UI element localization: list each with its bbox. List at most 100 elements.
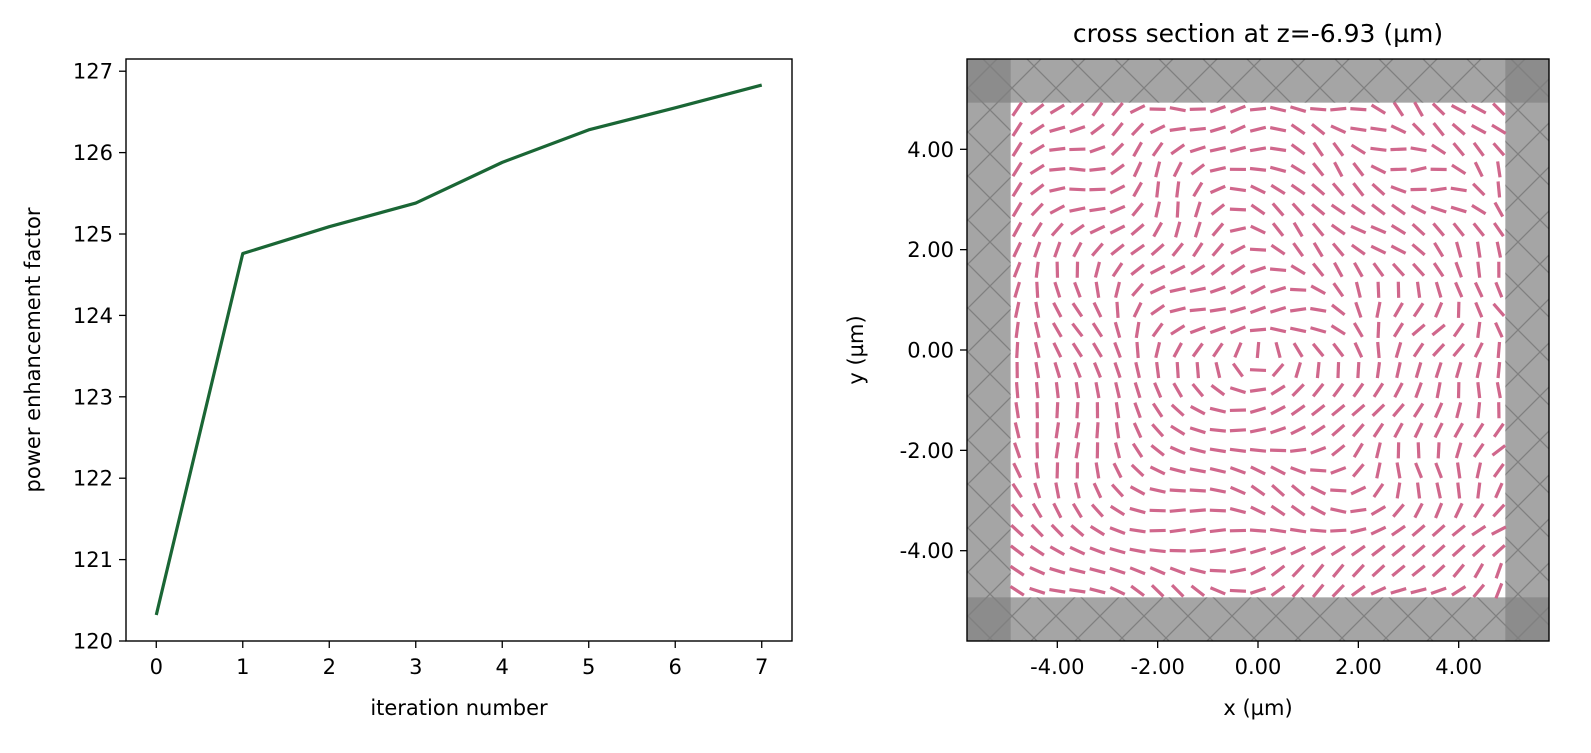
right-y-ticks: -4.00 -2.00 0.00 2.00 4.00	[900, 138, 967, 563]
structure-pixel	[1494, 582, 1504, 599]
structure-pixel	[1290, 545, 1307, 556]
structure-pixel	[1114, 381, 1121, 399]
structure-pixel	[1250, 484, 1266, 497]
structure-pixel	[1229, 386, 1247, 395]
structure-pixel	[1174, 221, 1182, 238]
structure-pixel	[1433, 402, 1444, 419]
structure-pixel	[1191, 342, 1204, 358]
structure-pixel	[1351, 403, 1366, 417]
structure-pixel	[1249, 125, 1267, 133]
structure-pixel	[1110, 142, 1125, 157]
structure-pixel	[1052, 302, 1063, 318]
structure-pixel	[1454, 261, 1463, 278]
structure-pixel	[1013, 442, 1022, 459]
structure-pixel	[1209, 447, 1227, 454]
structure-pixel	[1472, 442, 1485, 458]
structure-pixel	[1250, 284, 1266, 295]
structure-pixel	[1431, 524, 1446, 538]
structure-pixel	[1069, 206, 1086, 213]
structure-pixel	[1172, 161, 1183, 178]
y-tick-label: -4.00	[900, 539, 954, 563]
structure-pixel	[1330, 124, 1347, 135]
structure-pixel	[1012, 462, 1023, 479]
structure-pixel	[1475, 241, 1482, 258]
structure-pixel	[1413, 502, 1424, 519]
structure-pixel	[1393, 422, 1404, 439]
structure-pixel	[1371, 403, 1386, 417]
structure-pixel	[1130, 584, 1145, 597]
structure-pixel	[1269, 305, 1287, 314]
structure-pixel	[1050, 523, 1065, 538]
structure-pixel	[1053, 241, 1062, 258]
y-tick-label: 4.00	[907, 138, 954, 162]
structure-pixel	[1332, 282, 1345, 298]
structure-pixel	[1113, 341, 1122, 359]
structure-pixel	[1229, 485, 1246, 496]
structure-pixel	[1370, 585, 1387, 596]
structure-pixel	[1450, 186, 1467, 193]
structure-pixel	[1033, 482, 1042, 499]
structure-pixel	[1476, 482, 1482, 499]
structure-pixel	[1452, 142, 1466, 157]
structure-pixel	[1450, 103, 1467, 115]
structure-pixel	[1111, 262, 1124, 278]
structure-pixel	[1209, 547, 1227, 554]
structure-pixel	[1030, 202, 1044, 217]
structure-pixel	[1229, 226, 1247, 233]
structure-pixel	[1492, 503, 1506, 518]
structure-pixel	[1292, 242, 1305, 258]
structure-pixel	[1094, 281, 1101, 298]
structure-pixel	[1310, 106, 1327, 112]
structure-pixel	[1209, 406, 1227, 414]
structure-pixel	[1149, 465, 1166, 476]
structure-pixel	[1049, 204, 1066, 215]
structure-pixel	[1411, 122, 1426, 137]
structure-pixel	[1390, 224, 1407, 236]
structure-pixel	[1034, 301, 1041, 319]
structure-pixel	[1149, 548, 1166, 554]
pml-top-hatch	[967, 59, 1549, 103]
y-tick-label: 126	[73, 141, 113, 165]
structure-pixel	[1010, 503, 1024, 518]
structure-pixel	[1291, 563, 1305, 578]
structure-pixel	[1290, 264, 1306, 276]
structure-pixel	[1209, 528, 1227, 534]
structure-pixel	[1270, 504, 1286, 517]
structure-pixel	[1351, 563, 1366, 578]
structure-pixel	[1069, 588, 1086, 594]
structure-pixel	[1390, 124, 1407, 135]
structure-pixel	[1249, 146, 1267, 153]
structure-pixel	[1270, 584, 1286, 597]
structure-pixel	[1310, 284, 1327, 296]
y-tick-label: 125	[73, 223, 113, 247]
structure-pixel	[1189, 567, 1206, 575]
structure-pixel	[1090, 123, 1105, 136]
structure-pixel	[1029, 566, 1046, 576]
structure-pixel	[1430, 205, 1447, 214]
structure-pixel	[1454, 361, 1463, 379]
structure-pixel	[1169, 306, 1186, 314]
structure-pixel	[1069, 545, 1086, 556]
structure-pixel	[1290, 466, 1307, 475]
structure-pixel	[1169, 466, 1186, 474]
structure-pixel	[1033, 341, 1041, 359]
structure-pixel	[1169, 106, 1186, 113]
structure-pixel	[1054, 381, 1060, 399]
structure-pixel	[1249, 427, 1267, 434]
structure-pixel	[1289, 326, 1307, 334]
structure-pixel	[1190, 163, 1206, 176]
structure-pixel	[1011, 482, 1023, 499]
x-tick-label: 0	[150, 655, 163, 679]
structure-pixel	[1496, 161, 1502, 178]
structure-pixel	[1410, 166, 1427, 173]
right-x-axis-label: x (µm)	[1223, 696, 1292, 720]
structure-pixel	[1430, 186, 1447, 193]
structure-pixel	[1269, 426, 1287, 435]
structure-pixel	[1229, 588, 1247, 593]
structure-pixel	[1049, 587, 1066, 594]
structure-pixel	[1494, 562, 1504, 579]
structure-pixel	[1131, 282, 1145, 297]
structure-pixel	[1492, 142, 1506, 157]
structure-pixel	[1132, 181, 1143, 198]
